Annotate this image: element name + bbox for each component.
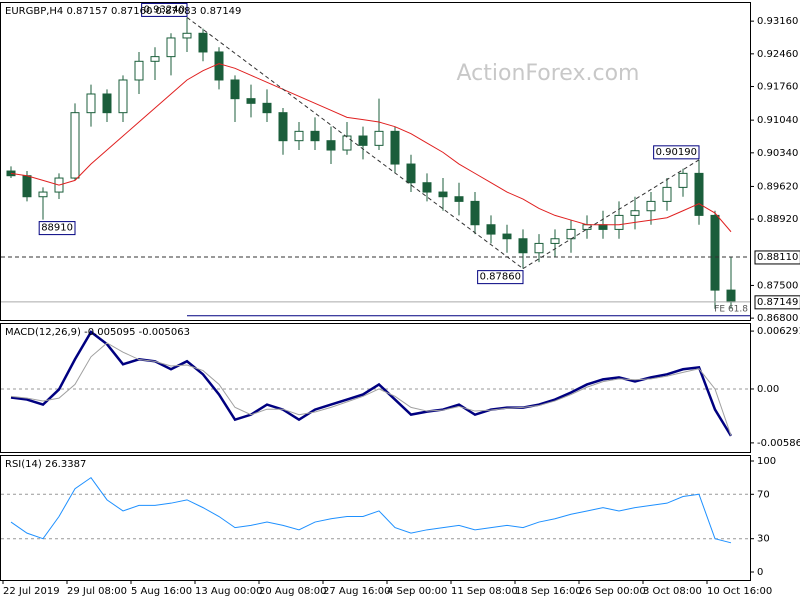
y-tick-label: 0.93160 <box>757 16 798 27</box>
y-tick-label: 0 <box>757 567 763 578</box>
x-tick-label: 27 Aug 16:00 <box>323 586 390 597</box>
price-label: 88910 <box>41 223 73 234</box>
x-tick-label: 11 Sep 08:00 <box>451 586 518 597</box>
price-label: 0.93240 <box>144 4 185 15</box>
candle-body <box>214 51 224 81</box>
panel-title: MACD(12,26,9) -0.005095 -0.005063 <box>5 327 190 338</box>
candle-body <box>694 172 704 216</box>
fibonacci-label: FE 61.8 <box>714 304 748 314</box>
candle-body <box>326 140 336 151</box>
candle-body <box>534 242 544 254</box>
x-tick-label: 4 Sep 00:00 <box>387 586 447 597</box>
candle-body <box>646 200 656 212</box>
price-tag: 0.88110 <box>757 252 798 263</box>
moving-average <box>10 63 732 233</box>
price-label-box <box>38 221 76 236</box>
candle-body <box>70 112 80 179</box>
candle-body <box>342 135 352 151</box>
y-tick-label: 0.91040 <box>757 115 798 126</box>
x-tick-label: 5 Aug 16:00 <box>131 586 192 597</box>
candle-body <box>662 186 672 202</box>
price-tag-box <box>754 295 800 310</box>
x-tick-label: 26 Sep 00:00 <box>579 586 646 597</box>
x-tick-label: 29 Jul 08:00 <box>67 586 127 597</box>
candle-body <box>166 37 176 58</box>
x-tick-label: 13 Aug 00:00 <box>195 586 262 597</box>
y-tick-label: 0.00 <box>757 384 779 395</box>
y-tick-label: 0.89620 <box>757 181 798 192</box>
indicator-line <box>10 342 732 436</box>
candle-body <box>678 172 688 188</box>
candle-body <box>726 289 736 303</box>
candle-body <box>102 93 112 114</box>
y-tick-label: 0.87500 <box>757 280 798 291</box>
candle-body <box>630 210 640 216</box>
candle-body <box>86 93 96 114</box>
candle-body <box>22 175 32 198</box>
candle-body <box>422 182 432 193</box>
candle-body <box>294 130 304 142</box>
candle-body <box>502 233 512 240</box>
y-tick-label: -0.00586 <box>757 438 800 449</box>
candle-body <box>262 102 272 114</box>
candle-body <box>518 238 528 254</box>
panel-title: RSI(14) 26.3387 <box>5 459 86 470</box>
y-tick-label: 30 <box>757 534 770 545</box>
x-tick-label: 18 Sep 16:00 <box>515 586 582 597</box>
candle-body <box>598 224 608 230</box>
candle-body <box>550 238 560 244</box>
indicator-line <box>10 330 733 437</box>
candle-body <box>38 191 48 198</box>
y-tick-label: 0.90340 <box>757 148 798 159</box>
candle-body <box>182 32 192 39</box>
y-tick-label: 100 <box>757 456 776 467</box>
x-tick-label: 10 Oct 16:00 <box>707 586 772 597</box>
y-tick-label: 0.92460 <box>757 49 798 60</box>
y-tick-label: 0.006291 <box>757 326 800 337</box>
candle-body <box>406 163 416 184</box>
candle-body <box>230 79 240 100</box>
candle-body <box>310 130 320 142</box>
price-tag: 0.87149 <box>757 297 798 308</box>
panel-frame <box>0 2 751 321</box>
price-label: 0.87860 <box>480 272 521 283</box>
price-label-box <box>477 270 524 285</box>
candle-body <box>390 130 400 165</box>
price-label: 0.90190 <box>656 147 697 158</box>
y-tick-label: 0.91760 <box>757 82 798 93</box>
y-tick-label: 0.86800 <box>757 313 798 324</box>
panel-frame <box>0 455 751 581</box>
y-tick-label: 70 <box>757 489 770 500</box>
candle-body <box>486 224 496 235</box>
x-tick-label: 3 Oct 08:00 <box>643 586 702 597</box>
watermark: ActionForex.com <box>457 61 640 86</box>
candle-body <box>614 214 624 230</box>
candle-body <box>278 112 288 142</box>
candle-body <box>150 56 160 62</box>
candle-body <box>358 135 368 146</box>
price-tag-box <box>754 250 800 265</box>
indicator-line <box>10 476 732 544</box>
candle-body <box>374 130 384 146</box>
candle-body <box>454 196 464 202</box>
candle-body <box>438 191 448 198</box>
candle-body <box>198 32 208 53</box>
candle-body <box>118 79 128 114</box>
candle-body <box>470 200 480 226</box>
candle-body <box>134 60 144 81</box>
y-tick-label: 0.88920 <box>757 214 798 225</box>
panel-frame <box>0 323 751 453</box>
price-label-box <box>141 2 188 17</box>
x-tick-label: 22 Jul 2019 <box>3 586 60 597</box>
price-label-box <box>653 145 700 160</box>
candle-body <box>246 98 256 104</box>
panel-title: EURGBP,H4 0.87157 0.87160 0.87083 0.8714… <box>5 6 241 17</box>
candle-body <box>710 214 720 291</box>
x-tick-label: 20 Aug 08:00 <box>259 586 326 597</box>
